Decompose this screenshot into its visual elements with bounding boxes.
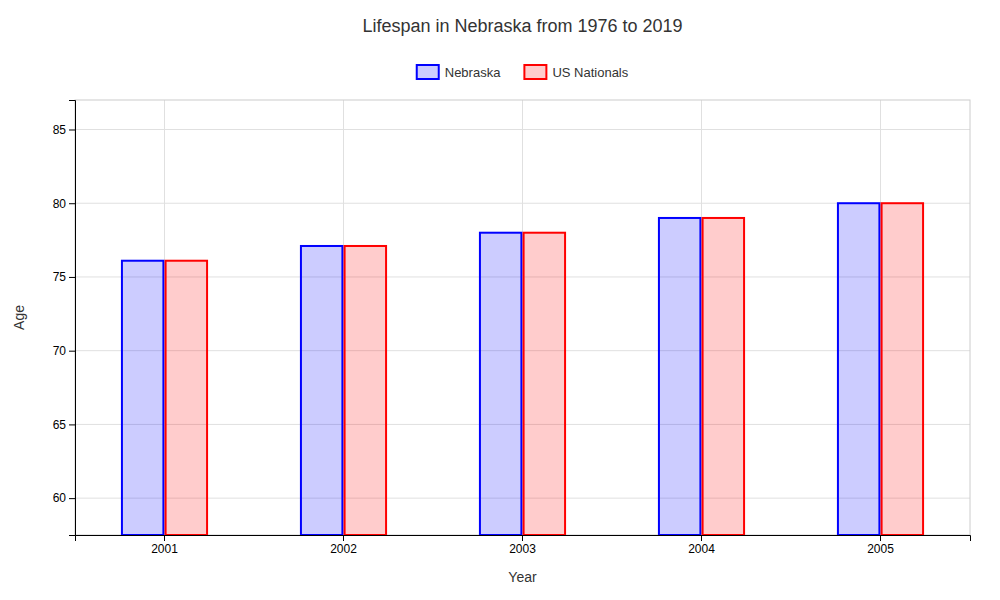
legend-swatch [417, 65, 439, 79]
y-tick: 75 [53, 270, 75, 284]
y-tick: 60 [53, 491, 75, 505]
y-tick-mark [69, 351, 75, 352]
x-tick-mark [164, 535, 165, 541]
bar [882, 203, 923, 535]
legend-label: US Nationals [552, 65, 628, 80]
x-axis: 2001 2002 2003 2004 2005 [76, 535, 971, 556]
series [166, 203, 923, 535]
bar [345, 246, 386, 535]
chart-title: Lifespan in Nebraska from 1976 to 2019 [362, 16, 682, 36]
y-tick-label: 85 [53, 123, 67, 137]
series [122, 203, 879, 535]
y-tick-mark [69, 498, 75, 499]
bar [166, 261, 207, 535]
x-tick: 2003 [509, 535, 536, 556]
legend-item: Nebraska [417, 65, 501, 80]
x-tick-mark [880, 535, 881, 541]
bar [122, 261, 163, 535]
bars [122, 203, 923, 535]
y-axis: 60 65 70 75 80 85 [53, 101, 76, 536]
y-tick-label: 80 [53, 197, 67, 211]
bar [838, 203, 879, 535]
x-tick: 2004 [688, 535, 715, 556]
bar [301, 246, 342, 535]
x-tick-label: 2005 [867, 542, 894, 556]
legend-item: US Nationals [524, 65, 628, 80]
x-tick: 2005 [867, 535, 894, 556]
grid [75, 100, 970, 535]
y-tick-mark [69, 129, 75, 130]
x-tick: 2001 [151, 535, 178, 556]
bar [703, 218, 744, 535]
bar [480, 233, 521, 535]
x-tick-label: 2002 [330, 542, 357, 556]
legend-swatch [524, 65, 546, 79]
y-tick: 85 [53, 123, 75, 137]
legend: Nebraska US Nationals [417, 65, 629, 80]
y-tick: 80 [53, 197, 75, 211]
bar [659, 218, 700, 535]
plot: 2001 2002 2003 2004 2005 60 65 70 75 80 85 [53, 100, 971, 556]
bar [524, 233, 565, 535]
x-axis-title: Year [508, 569, 537, 585]
x-tick-mark [522, 535, 523, 541]
x-tick-label: 2004 [688, 542, 715, 556]
y-tick-label: 75 [53, 270, 67, 284]
y-tick-label: 70 [53, 344, 67, 358]
y-tick: 65 [53, 418, 75, 432]
y-tick: 70 [53, 344, 75, 358]
plot-frame [75, 100, 970, 535]
x-tick-mark [701, 535, 702, 541]
y-tick-mark [69, 424, 75, 425]
y-tick-mark [69, 203, 75, 204]
x-axis-line [76, 536, 971, 542]
y-tick-mark [69, 277, 75, 278]
y-tick-label: 60 [53, 491, 67, 505]
chart-container: 2001 2002 2003 2004 2005 60 65 70 75 80 85 Lifespan… [0, 0, 1000, 600]
x-tick-mark [343, 535, 344, 541]
x-tick-label: 2003 [509, 542, 536, 556]
y-tick-label: 65 [53, 418, 67, 432]
x-tick: 2002 [330, 535, 357, 556]
x-tick-label: 2001 [151, 542, 178, 556]
y-axis-line [69, 101, 76, 536]
chart-svg: 2001 2002 2003 2004 2005 60 65 70 75 80 85 Lifespan… [0, 0, 1000, 600]
y-axis-title: Age [11, 305, 27, 330]
legend-label: Nebraska [445, 65, 501, 80]
